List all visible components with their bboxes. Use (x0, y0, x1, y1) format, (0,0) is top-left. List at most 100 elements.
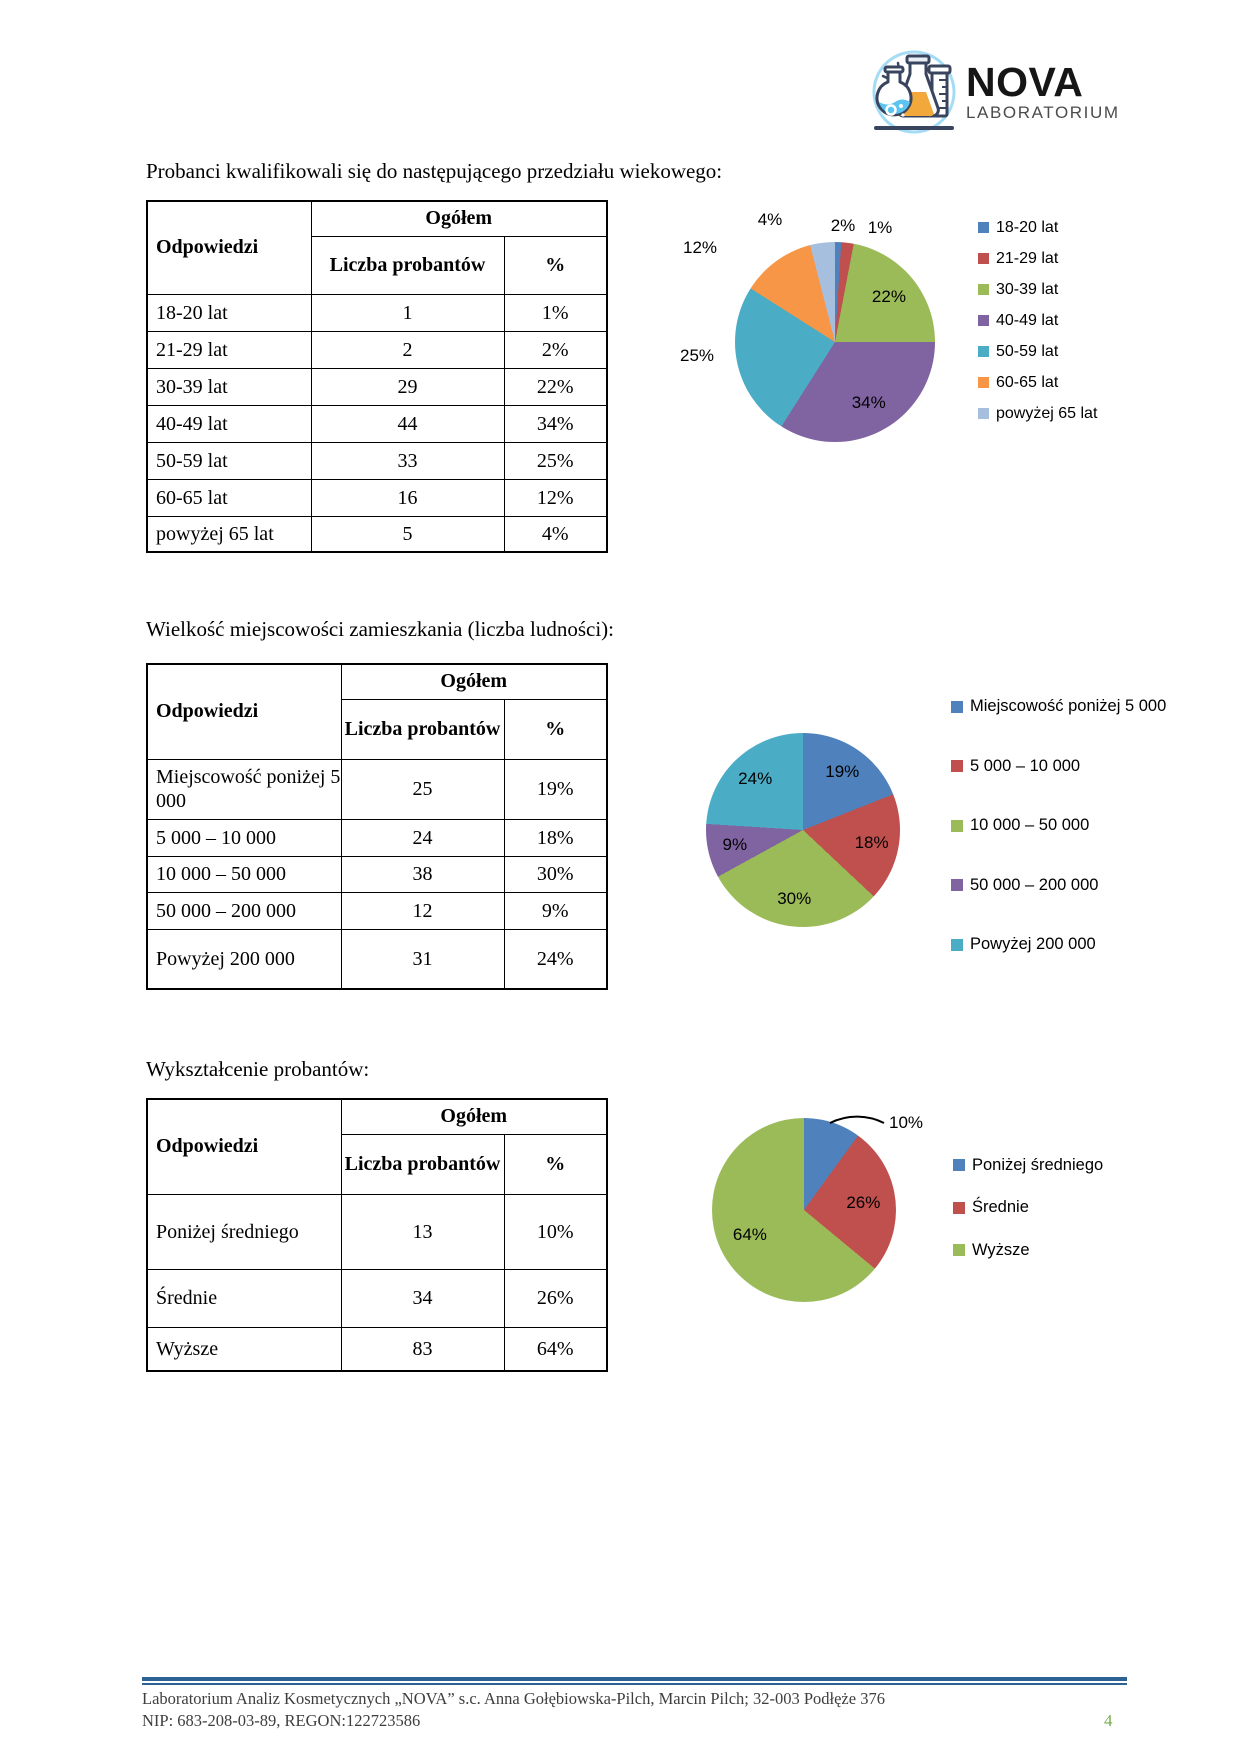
pie-slice-label: 34% (851, 393, 886, 413)
legend-item: Miejscowość poniżej 5 000 (951, 677, 1166, 737)
table-row: powyżej 65 lat 5 4% (146, 515, 608, 553)
table-cell: 12 (340, 891, 505, 930)
table-cell: 10% (503, 1193, 608, 1270)
education-pie-legend: Poniżej średniego Średnie Wyższe (953, 1144, 1103, 1272)
table-row: 60-65 lat 16 12% (146, 478, 608, 517)
legend-swatch (978, 284, 989, 295)
pie-slice-label: 2% (830, 216, 856, 235)
pie-slice-label: 12% (682, 238, 718, 257)
pie-slice-label: 10% (888, 1113, 924, 1132)
legend-swatch (978, 222, 989, 233)
pie-slice-label: 22% (871, 287, 906, 307)
pie-slice-label: 19% (825, 762, 860, 782)
legend-label: 50-59 lat (996, 342, 1059, 360)
header-liczba: Liczba probantów (310, 235, 505, 295)
table-cell: 44 (310, 404, 505, 443)
city-size-pie-legend: Miejscowość poniżej 5 000 5 000 – 10 000 1… (951, 677, 1166, 975)
legend-item: 60-65 lat (978, 367, 1097, 398)
table-cell: 13 (340, 1193, 505, 1270)
legend-label: 21-29 lat (996, 249, 1059, 267)
table-cell: 38 (340, 855, 505, 893)
legend-item: 30-39 lat (978, 274, 1097, 305)
legend-swatch (951, 879, 963, 892)
header-ogolem: Ogółem (340, 1098, 608, 1135)
table-row: Poniżej średniego 13 10% (146, 1193, 608, 1270)
table-row: 40-49 lat 44 34% (146, 404, 608, 443)
legend-swatch (953, 1201, 965, 1214)
table-cell: Poniżej średniego (146, 1193, 342, 1270)
legend-item: 5 000 – 10 000 (951, 737, 1166, 797)
table-row: Powyżej 200 000 31 24% (146, 928, 608, 990)
table-cell: 2% (503, 330, 608, 369)
legend-swatch (951, 760, 963, 773)
table-cell: 12% (503, 478, 608, 517)
legend-label: 40-49 lat (996, 311, 1059, 329)
table-cell: Wyższe (146, 1326, 342, 1372)
section-title-age: Probanci kwalifikowali się do następując… (146, 159, 723, 183)
table-cell: 30-39 lat (146, 367, 312, 406)
logo-name: NOVA (966, 59, 1084, 105)
table-cell: 1% (503, 293, 608, 332)
footer-company-line: Laboratorium Analiz Kosmetycznych „NOVA”… (142, 1689, 885, 1708)
pie-slice-label: 24% (738, 769, 773, 789)
table-cell: 33 (310, 441, 505, 480)
table-cell: 5 000 – 10 000 (146, 818, 342, 857)
table-row: 21-29 lat 2 2% (146, 330, 608, 369)
table-cell: 60-65 lat (146, 478, 312, 517)
table-cell: powyżej 65 lat (146, 515, 312, 553)
table-row: Wyższe 83 64% (146, 1326, 608, 1372)
table-cell: 34 (340, 1268, 505, 1328)
header-odpowiedzi: Odpowiedzi (146, 663, 342, 760)
legend-label: Wyższe (972, 1240, 1030, 1259)
table-cell: 19% (503, 758, 608, 820)
header-liczba: Liczba probantów (340, 698, 505, 760)
legend-item: 50-59 lat (978, 336, 1097, 367)
header-ogolem: Ogółem (310, 200, 608, 237)
legend-item: Poniżej średniego (953, 1144, 1103, 1187)
table-cell: 24 (340, 818, 505, 857)
table-row: 10 000 – 50 000 38 30% (146, 855, 608, 893)
table-cell: 18-20 lat (146, 293, 312, 332)
pie-slice-label: 25% (679, 346, 715, 365)
table-cell: Średnie (146, 1268, 342, 1328)
legend-label: Poniżej średniego (972, 1155, 1104, 1174)
footer-rule (142, 1677, 1127, 1685)
logo-wordmark: NOVA LABORATORIUM (966, 46, 1120, 123)
table-cell: 83 (340, 1326, 505, 1372)
pie-slice-label: 30% (777, 889, 812, 909)
header-odpowiedzi: Odpowiedzi (146, 200, 312, 295)
legend-swatch (951, 700, 963, 713)
table-header-row: Odpowiedzi Ogółem (146, 663, 608, 760)
table-cell: 9% (503, 891, 608, 930)
legend-swatch (978, 377, 989, 388)
logo-subtitle: LABORATORIUM (966, 103, 1120, 122)
footer-nip-regon-line: NIP: 683-208-03-89, REGON:122723586 (142, 1711, 421, 1730)
header-liczba: Liczba probantów (340, 1133, 505, 1195)
nova-logo: NOVA LABORATORIUM (870, 46, 1120, 138)
pie-slice-label: 26% (846, 1192, 881, 1212)
header-odpowiedzi: Odpowiedzi (146, 1098, 342, 1195)
legend-item: Powyżej 200 000 (951, 915, 1166, 975)
label-leader-line (829, 1115, 885, 1124)
legend-item: powyżej 65 lat (978, 398, 1097, 429)
table-cell: 2 (310, 330, 505, 369)
page-number: 4 (1104, 1711, 1113, 1730)
table-cell: 30% (503, 855, 608, 893)
table-cell: 34% (503, 404, 608, 443)
age-table: Odpowiedzi Ogółem Liczba probantów % 18-… (146, 200, 608, 553)
legend-label: 10 000 – 50 000 (970, 816, 1090, 835)
legend-swatch (951, 938, 963, 951)
table-cell: 26% (503, 1268, 608, 1328)
table-row: 50 000 – 200 000 12 9% (146, 891, 608, 930)
legend-item: 50 000 – 200 000 (951, 856, 1166, 916)
table-row: 50-59 lat 33 25% (146, 441, 608, 480)
table-row: 5 000 – 10 000 24 18% (146, 818, 608, 857)
table-cell: 22% (503, 367, 608, 406)
header-procent: % (503, 698, 608, 760)
table-cell: 31 (340, 928, 505, 990)
table-header-row: Liczba probantów % (147, 1133, 608, 1195)
table-header-row: Liczba probantów % (147, 235, 608, 295)
legend-label: Miejscowość poniżej 5 000 (970, 697, 1167, 716)
legend-swatch (978, 346, 989, 357)
city-size-table: Odpowiedzi Ogółem Liczba probantów % Mie… (146, 663, 608, 990)
